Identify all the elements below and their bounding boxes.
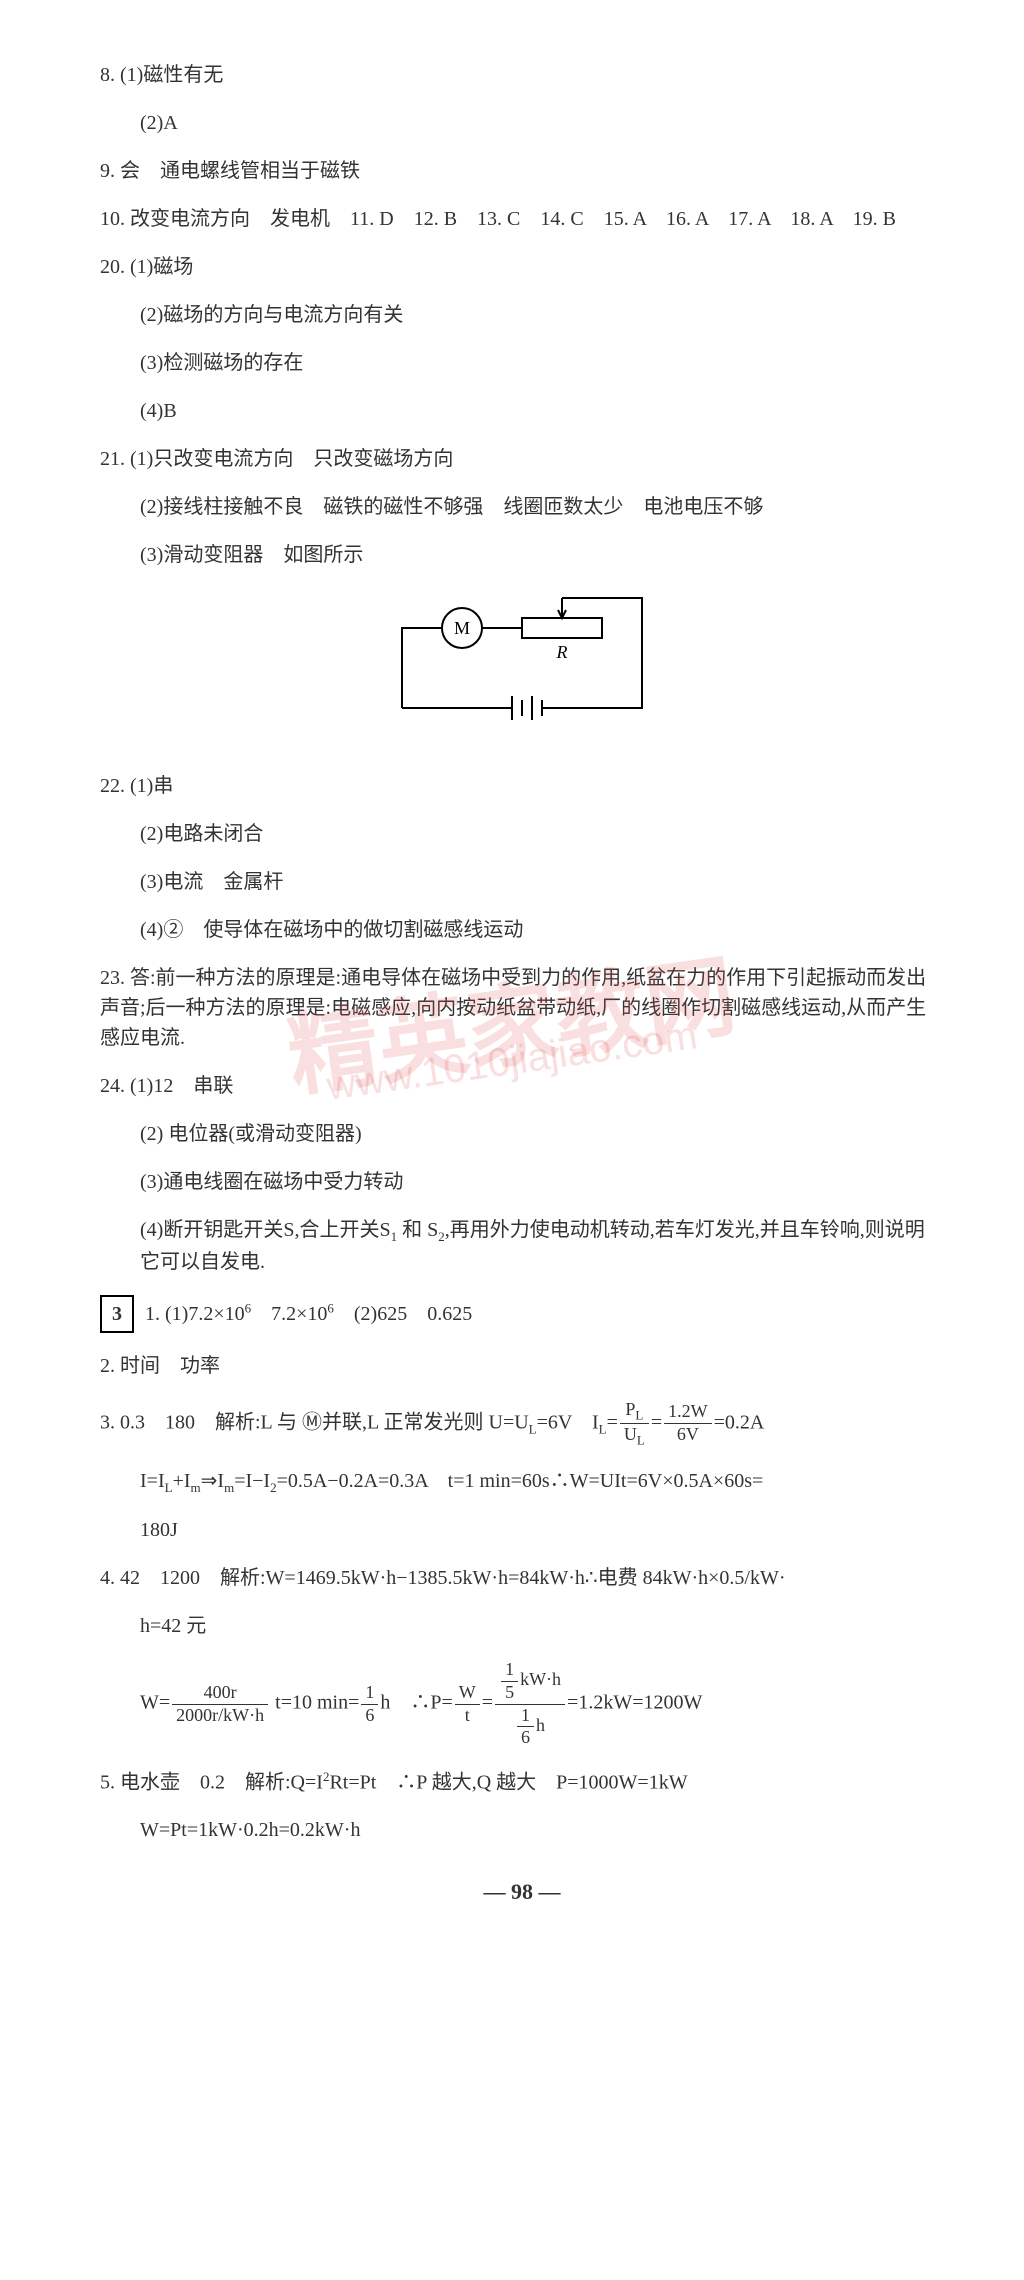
s3-q4-l2c: h ∴P=: [380, 1692, 452, 1714]
s3-q3-b: =6V I: [537, 1411, 599, 1433]
frac-top-inner-den: 5: [501, 1682, 518, 1704]
motor-label: M: [454, 618, 470, 638]
s3-q4-line2: W=400r2000r/kW·h t=10 min=16h ∴P=Wt=15kW…: [100, 1659, 944, 1748]
frac-top-tail: kW·h: [520, 1670, 561, 1690]
frac-16-den: 6: [361, 1705, 378, 1727]
q9: 9. 会 通电螺线管相当于磁铁: [100, 156, 944, 186]
s3-q3-l2b: +I: [173, 1470, 191, 1492]
s3-q5-line1: 5. 电水壶 0.2 解析:Q=I2Rt=Pt ∴P 越大,Q 越大 P=100…: [100, 1767, 944, 1798]
q24-1: 24. (1)12 串联: [100, 1071, 944, 1101]
frac-400r-den: 2000r/kW·h: [172, 1705, 268, 1727]
q24-4-b: 和 S: [397, 1219, 438, 1241]
frac-12w-num: 1.2W: [664, 1401, 712, 1424]
pagenum-prefix: —: [484, 1879, 512, 1904]
q20-4: (4)B: [100, 396, 944, 426]
q24-4: (4)断开钥匙开关S,合上开关S1 和 S2,再用外力使电动机转动,若车灯发光,…: [100, 1215, 944, 1277]
s3-q5-b: Rt=Pt ∴P 越大,Q 越大 P=1000W=1kW: [329, 1771, 687, 1793]
frac-wt-num: W: [455, 1682, 480, 1705]
pagenum-value: 98: [511, 1879, 533, 1904]
q24-2: (2) 电位器(或滑动变阻器): [100, 1119, 944, 1149]
q10: 10. 改变电流方向 发电机 11. D 12. B 13. C 14. C 1…: [100, 204, 944, 234]
s3-q4-l2d: =: [482, 1692, 493, 1714]
q24-4-a: (4)断开钥匙开关S,合上开关S: [140, 1219, 391, 1241]
q8-2: (2)A: [100, 108, 944, 138]
frac-pl-num: P: [625, 1399, 635, 1419]
s3-q5-line2: W=Pt=1kW·0.2h=0.2kW·h: [100, 1815, 944, 1845]
s3-q3-d: =: [651, 1411, 662, 1433]
s3-q4-l2e: =1.2kW=1200W: [567, 1692, 702, 1714]
s3-q3-line1: 3. 0.3 180 解析:L 与 Ⓜ并联,L 正常发光则 U=UL=6V IL…: [100, 1399, 944, 1448]
q22-3: (3)电流 金属杆: [100, 867, 944, 897]
q20-3: (3)检测磁场的存在: [100, 348, 944, 378]
q8-1: 8. (1)磁性有无: [100, 60, 944, 90]
q22-2: (2)电路未闭合: [100, 819, 944, 849]
s3-q4-line1b: h=42 元: [100, 1611, 944, 1641]
s3-q5-a: 5. 电水壶 0.2 解析:Q=I: [100, 1771, 323, 1793]
s3-q4-line1: 4. 42 1200 解析:W=1469.5kW·h−1385.5kW·h=84…: [100, 1563, 944, 1593]
frac-bot-inner-num: 1: [517, 1705, 534, 1728]
frac-top-inner-num: 1: [501, 1659, 518, 1682]
q22-4: (4)② 使导体在磁场中的做切割磁感线运动: [100, 915, 944, 945]
s3-q4-l2a: W=: [140, 1692, 170, 1714]
s3-q1a: 1. (1)7.2×10: [140, 1303, 245, 1325]
s3-q3-line2: I=IL+Im⇒Im=I−I2=0.5A−0.2A=0.3A t=1 min=6…: [100, 1466, 944, 1498]
frac-12w-den: 6V: [664, 1424, 712, 1446]
q22-1: 22. (1)串: [100, 771, 944, 801]
s3-q3-l2a: I=I: [140, 1470, 165, 1492]
s3-q1c: (2)625 0.625: [334, 1303, 472, 1325]
q23: 23. 答:前一种方法的原理是:通电导体在磁场中受到力的作用,纸盆在力的作用下引…: [100, 963, 944, 1053]
frac-16-num: 1: [361, 1682, 378, 1705]
frac-400r-num: 400r: [172, 1682, 268, 1705]
q21-3: (3)滑动变阻器 如图所示: [100, 540, 944, 570]
s3-q3-l2c: ⇒I: [201, 1470, 224, 1492]
q20-2: (2)磁场的方向与电流方向有关: [100, 300, 944, 330]
frac-wt-den: t: [455, 1705, 480, 1727]
s3-q1b: 7.2×10: [251, 1303, 327, 1325]
section-3-q1: 3 1. (1)7.2×106 7.2×106 (2)625 0.625: [100, 1295, 944, 1333]
page-number: — 98 —: [100, 1875, 944, 1908]
frac-bot-inner-den: 6: [517, 1727, 534, 1749]
s3-q3-e: =0.2A: [714, 1411, 765, 1433]
section-3-box: 3: [100, 1295, 134, 1333]
s3-q4-l2b: t=10 min=: [270, 1692, 359, 1714]
rheostat-label: R: [556, 642, 568, 662]
s3-q3-line3: 180J: [100, 1515, 944, 1545]
q24-3: (3)通电线圈在磁场中受力转动: [100, 1167, 944, 1197]
frac-bot-tail: h: [536, 1715, 545, 1735]
q21-2: (2)接线柱接触不良 磁铁的磁性不够强 线圈匝数太少 电池电压不够: [100, 492, 944, 522]
s3-q3-c: =: [607, 1411, 618, 1433]
s3-q2: 2. 时间 功率: [100, 1351, 944, 1381]
q21-1: 21. (1)只改变电流方向 只改变磁场方向: [100, 444, 944, 474]
s3-q3-a: 3. 0.3 180 解析:L 与 Ⓜ并联,L 正常发光则 U=U: [100, 1411, 529, 1433]
s3-q3-l2e: =0.5A−0.2A=0.3A t=1 min=60s∴W=UIt=6V×0.5…: [277, 1470, 764, 1492]
q20-1: 20. (1)磁场: [100, 252, 944, 282]
circuit-diagram: M R: [100, 588, 944, 747]
s3-q3-l2d: =I−I: [234, 1470, 270, 1492]
pagenum-suffix: —: [533, 1879, 561, 1904]
frac-pl-den: U: [624, 1424, 637, 1444]
